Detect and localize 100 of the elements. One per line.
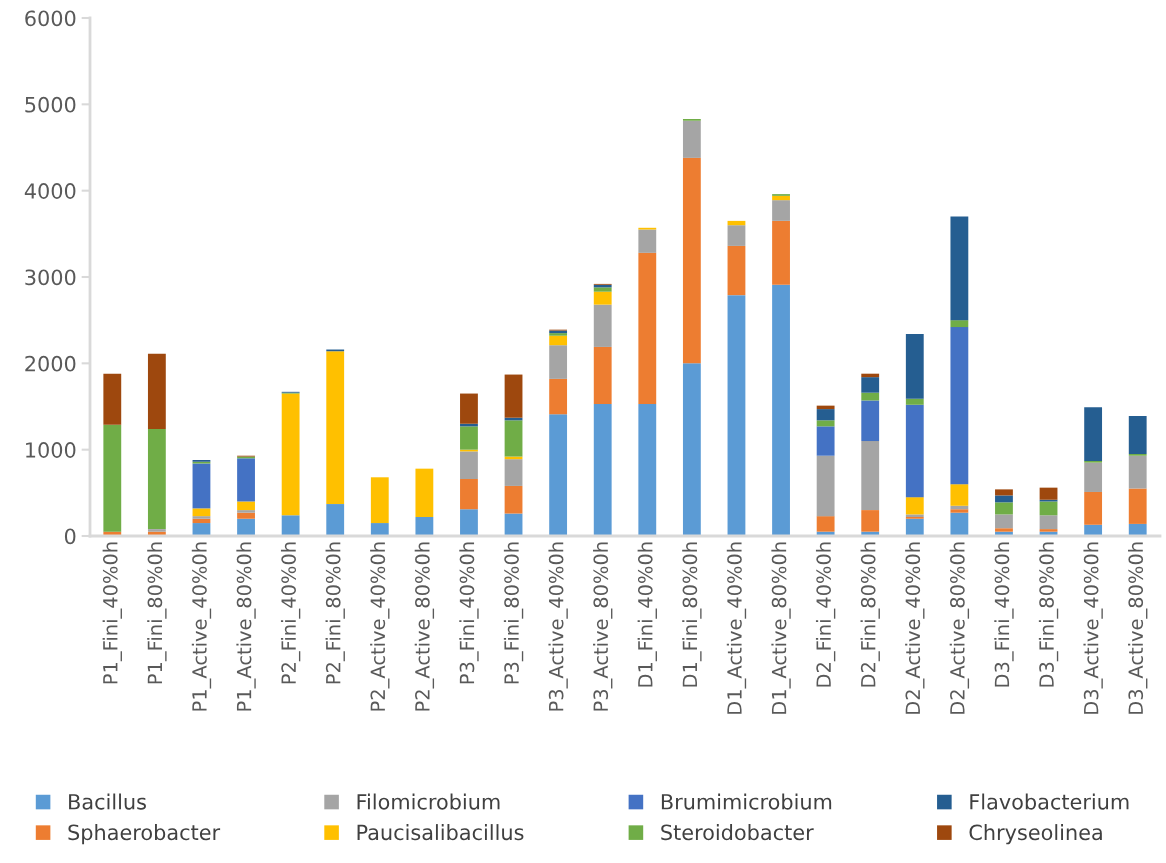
x-tick-label: P1_Active_40%0h xyxy=(191,542,212,711)
bar xyxy=(415,517,434,536)
bar xyxy=(1039,501,1058,516)
bar xyxy=(370,477,389,524)
bar xyxy=(1039,529,1058,532)
bar xyxy=(593,291,612,305)
x-tick-label: P2_Fini_40%0h xyxy=(280,542,301,684)
bar xyxy=(1084,462,1103,492)
bar xyxy=(772,284,790,536)
bar xyxy=(682,120,701,158)
x-tick-label: P2_Active_40%0h xyxy=(370,542,390,711)
bar xyxy=(460,426,478,450)
legend-label: Chryseolinea xyxy=(969,824,1102,845)
y-tick-label: 0 xyxy=(64,528,76,545)
bar xyxy=(549,335,568,346)
bar xyxy=(816,420,835,427)
x-tick-label: P3_Fini_80%0h xyxy=(503,542,524,684)
bar xyxy=(460,393,478,424)
bar xyxy=(326,351,345,505)
bar xyxy=(905,398,924,405)
bar xyxy=(638,252,657,404)
bar xyxy=(593,403,612,536)
bar xyxy=(905,333,924,399)
bar xyxy=(950,327,969,485)
bar xyxy=(460,451,478,480)
legend-label: Bacillus xyxy=(69,793,146,810)
bar xyxy=(905,404,924,498)
bar xyxy=(237,458,255,502)
legend-label: Flavobacterium xyxy=(970,793,1129,810)
bar xyxy=(950,484,969,506)
bar xyxy=(593,304,612,347)
bar xyxy=(549,378,568,415)
bar xyxy=(593,346,612,404)
bar xyxy=(192,508,211,517)
y-tick-label: 6000 xyxy=(25,10,76,27)
x-tick-label: P1_Fini_80%0h xyxy=(147,542,167,684)
bar xyxy=(995,489,1013,496)
legend-label: Filomicrobium xyxy=(357,793,500,810)
bar xyxy=(861,441,880,511)
bar xyxy=(638,229,657,253)
bar xyxy=(682,363,701,536)
x-tick-label: D2_Fini_40%0h xyxy=(815,542,836,687)
bar xyxy=(816,516,835,532)
x-tick-label: D1_Active_80%0h xyxy=(771,542,791,714)
bar xyxy=(1128,488,1147,524)
bar xyxy=(326,504,345,536)
bar xyxy=(103,424,122,532)
bar xyxy=(995,514,1013,529)
bar xyxy=(460,509,478,536)
x-tick-label: P2_Fini_80%0h xyxy=(325,542,345,684)
bar xyxy=(950,216,969,321)
bar xyxy=(281,393,300,516)
bar xyxy=(816,426,835,456)
bar xyxy=(950,512,969,536)
y-tick-label: 5000 xyxy=(25,96,76,113)
x-tick-label: P2_Active_80%0h xyxy=(414,542,435,711)
bar xyxy=(1128,523,1147,536)
bar xyxy=(682,157,701,364)
bar xyxy=(772,200,790,221)
bar xyxy=(727,245,746,296)
bar xyxy=(638,403,657,536)
x-tick-label: D3_Active_80%0h xyxy=(1128,542,1148,714)
bar xyxy=(147,353,166,429)
bar xyxy=(727,295,746,536)
bar xyxy=(103,373,122,425)
x-tick-label: P3_Fini_40%0h xyxy=(459,542,479,684)
bar xyxy=(147,529,166,532)
bar xyxy=(1039,515,1058,530)
bar xyxy=(281,515,300,536)
bar xyxy=(549,414,568,536)
x-tick-label: D1_Fini_40%0h xyxy=(637,542,657,687)
bar xyxy=(504,485,523,514)
bar xyxy=(415,468,434,518)
x-tick-label: P1_Active_80%0h xyxy=(236,542,256,711)
bar xyxy=(861,377,880,393)
bar xyxy=(861,400,880,442)
legend-label: Paucisalibacillus xyxy=(357,824,524,841)
bar xyxy=(727,225,746,246)
bar xyxy=(861,510,880,532)
bar xyxy=(370,523,389,536)
bar xyxy=(593,287,612,292)
bar xyxy=(460,479,478,510)
y-tick-label: 1000 xyxy=(26,442,76,458)
y-tick-label: 3000 xyxy=(25,269,76,286)
bar xyxy=(549,345,568,379)
bar xyxy=(237,512,255,519)
bar xyxy=(504,459,523,486)
bar xyxy=(950,320,969,328)
x-tick-label: D1_Fini_80%0h xyxy=(682,542,702,687)
bar xyxy=(1128,455,1147,489)
legend-label: Steroidobacter xyxy=(661,824,814,841)
bar xyxy=(192,463,211,509)
x-tick-label: D3_Active_40%0h xyxy=(1083,542,1103,714)
bar xyxy=(237,510,255,513)
legend-label: Sphaerobacter xyxy=(68,824,221,845)
bar xyxy=(816,409,835,421)
bar xyxy=(995,495,1013,503)
x-tick-label: D2_Fini_80%0h xyxy=(860,542,880,687)
bar xyxy=(504,374,523,418)
x-tick-label: P1_Fini_40%0h xyxy=(102,542,122,684)
